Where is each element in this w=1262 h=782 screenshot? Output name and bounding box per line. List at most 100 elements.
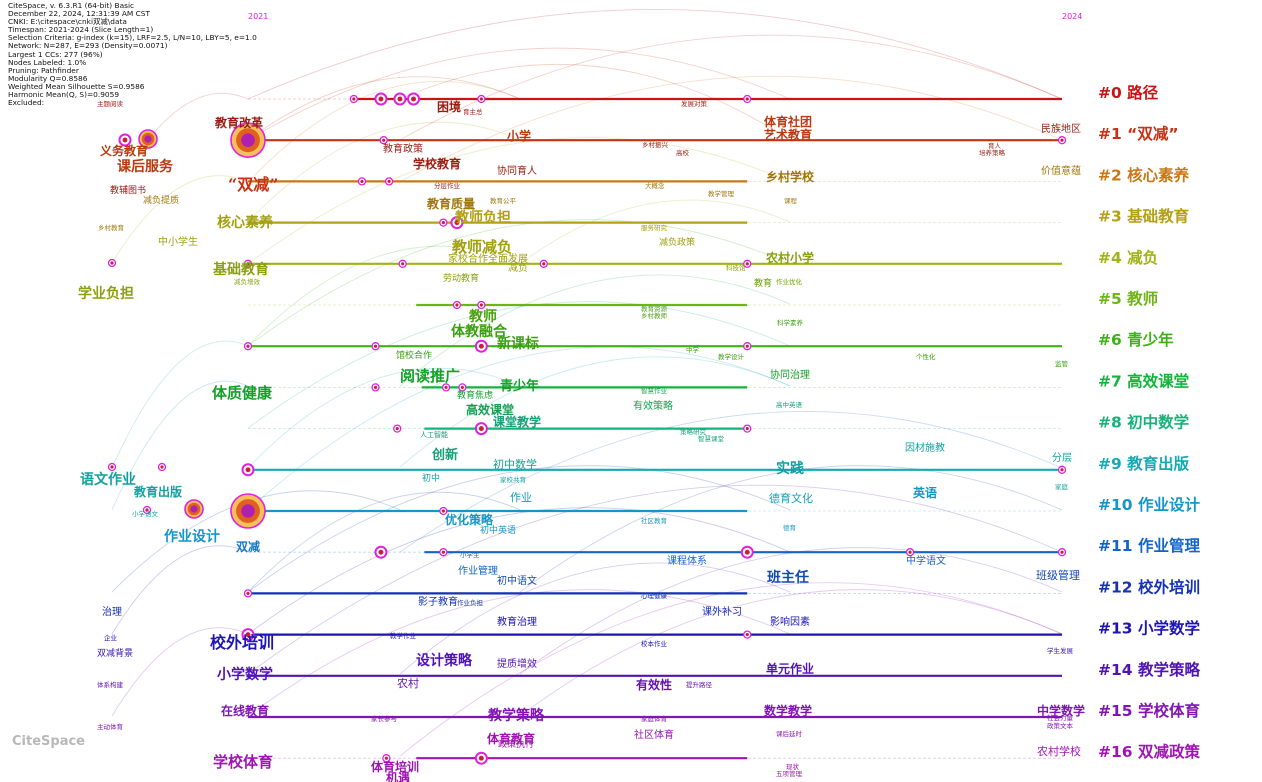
keyword-label: 英语 (913, 485, 937, 500)
keyword-label: 农村小学 (765, 250, 814, 265)
minor-keyword: 小学语文 (132, 509, 159, 518)
keyword-node-center (245, 467, 251, 473)
keyword-node-center (373, 385, 378, 389)
minor-keyword: 现状 (786, 762, 800, 771)
arc-link (399, 64, 791, 141)
keyword-node-center (246, 262, 250, 266)
arc-link (247, 491, 521, 593)
arc-link (519, 589, 1063, 717)
keyword-node-center (744, 549, 750, 555)
keyword-node-center (441, 221, 445, 225)
keyword-label: 设计策略 (416, 652, 473, 669)
arc-link (399, 582, 1063, 757)
keyword-label: 作业管理 (458, 564, 498, 577)
keyword-label: 班主任 (767, 569, 809, 586)
keyword-node-center (387, 179, 391, 183)
arc-link (519, 547, 1063, 675)
keyword-node-center (745, 633, 749, 637)
minor-keyword: 教学管理 (708, 189, 735, 198)
keyword-node-center (444, 385, 448, 389)
keyword-node-center (441, 550, 445, 554)
minor-keyword: 教育公平 (490, 196, 517, 205)
keyword-label: 核心素养 (217, 214, 274, 231)
year-label-start: 2021 (248, 12, 269, 21)
minor-keyword: 家校共育 (500, 475, 527, 484)
keyword-label: 课后服务 (117, 158, 174, 175)
keyword-label: 教辅图书 (110, 184, 146, 196)
minor-keyword: 心理健康 (641, 591, 668, 600)
keyword-label: 初中 (422, 472, 440, 484)
keyword-label: 影响因素 (770, 615, 810, 628)
keyword-label: 教师负担 (455, 209, 511, 226)
keyword-label: 中学数学 (1037, 703, 1085, 718)
keyword-label: 教育政策 (383, 142, 423, 155)
cluster-label: #13 小学数学 (1098, 619, 1200, 638)
minor-keyword: 策略研究 (680, 427, 707, 436)
keyword-label: 机遇 (386, 770, 410, 782)
keyword-label: 作业设计 (164, 528, 220, 545)
cluster-label: #1 “双减” (1098, 124, 1179, 143)
keyword-node-center (382, 138, 386, 142)
cluster-label: #9 教育出版 (1098, 454, 1190, 473)
minor-keyword: 政策文本 (1047, 721, 1074, 730)
arc-link (247, 367, 521, 469)
keyword-node-center (1060, 138, 1064, 142)
minor-keyword: 乡村教育 (98, 223, 125, 232)
arc-link (111, 175, 249, 264)
keyword-label: 阅读推广 (400, 367, 460, 385)
keyword-label: 校外培训 (210, 633, 274, 652)
year-label-end: 2024 (1062, 12, 1083, 21)
minor-keyword: 中学 (686, 345, 700, 354)
keyword-node-center (745, 97, 749, 101)
keyword-node-center (245, 632, 251, 638)
minor-keyword: 体系构建 (97, 680, 124, 689)
cluster-lines (248, 97, 1062, 760)
keyword-label: 创新 (431, 447, 458, 463)
minor-keyword: 育主总 (463, 107, 483, 116)
keyword-label: 学业负担 (78, 285, 134, 302)
minor-keyword: 提升路径 (686, 680, 713, 689)
arc-link (399, 34, 1063, 141)
minor-keyword: 高中英语 (776, 400, 803, 409)
keyword-node-center (908, 550, 912, 554)
keyword-node-center (479, 97, 483, 101)
cluster-label: #14 教学策略 (1098, 660, 1200, 679)
keyword-label: 人工智能 (420, 430, 448, 439)
arc-link (399, 75, 1063, 183)
keyword-node-center (479, 303, 483, 307)
keyword-node-center (397, 96, 403, 102)
keyword-label: 单元作业 (766, 661, 814, 676)
arc-link (247, 219, 791, 347)
keyword-label: 劳动教育 (443, 272, 479, 284)
keyword-label: 教师 (469, 308, 497, 325)
keyword-label: 基础教育 (213, 261, 269, 278)
keyword-node-center (241, 504, 255, 518)
minor-keyword: 企业 (104, 633, 118, 642)
keyword-node-center (246, 344, 250, 348)
metadata-line: CiteSpace, v. 6.3.R1 (64-bit) Basic (8, 1, 135, 10)
keyword-label: 社区体育 (634, 728, 674, 741)
arc-link (247, 484, 1063, 675)
keyword-node-center (1060, 550, 1064, 554)
metadata-line: Modularity Q=0.8586 (8, 73, 88, 83)
keyword-label: 双减背景 (97, 647, 133, 659)
keyword-label: 数学教学 (764, 703, 812, 718)
keyword-node-center (246, 591, 250, 595)
minor-keyword: 小学生 (460, 550, 480, 559)
arc-link (399, 356, 791, 468)
keyword-label: 义务教育 (99, 143, 148, 158)
cluster-label: #12 校外培训 (1098, 577, 1200, 596)
metadata-line: Largest 1 CCs: 277 (96%) (8, 49, 103, 59)
cluster-label: #15 学校体育 (1098, 701, 1200, 720)
minor-keyword: 智慧作业 (641, 386, 668, 395)
arc-link (247, 589, 791, 717)
keyword-label: 中小学生 (158, 235, 198, 248)
keyword-label: 初中数学 (493, 457, 537, 471)
minor-keyword: 家庭体育 (641, 714, 668, 723)
metadata-line: December 22, 2024, 12:31:39 AM CST (8, 9, 150, 19)
keyword-label: 馆校合作 (396, 349, 432, 361)
keyword-node-center (378, 549, 384, 555)
